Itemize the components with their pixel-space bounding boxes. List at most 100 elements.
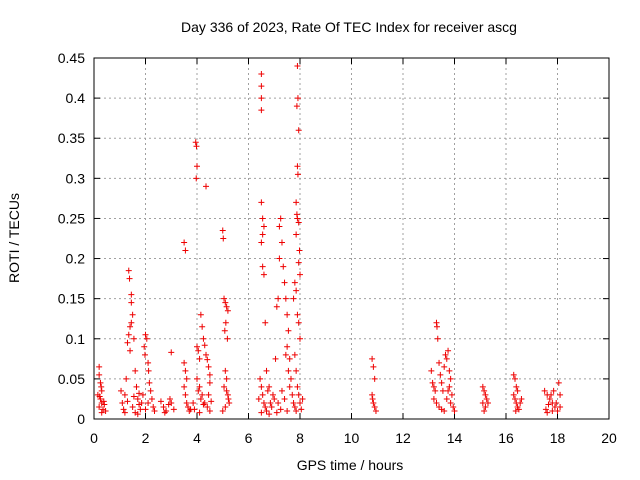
- data-point: [166, 395, 173, 402]
- data-point: [129, 403, 136, 410]
- data-point: [290, 295, 297, 302]
- data-point: [205, 391, 212, 398]
- data-point: [102, 407, 109, 414]
- data-point: [290, 399, 297, 406]
- data-point: [195, 347, 202, 354]
- data-point: [224, 307, 231, 314]
- data-point: [295, 219, 302, 226]
- data-point: [141, 351, 148, 358]
- data-point: [192, 139, 199, 146]
- data-point: [445, 347, 452, 354]
- data-point: [151, 407, 158, 414]
- data-point: [200, 335, 207, 342]
- data-point: [128, 319, 135, 326]
- data-point: [542, 406, 549, 413]
- data-point: [481, 407, 488, 414]
- data-point: [451, 407, 458, 414]
- data-point: [142, 406, 149, 413]
- chart-title: Day 336 of 2023, Rate Of TEC Index for r…: [181, 19, 517, 35]
- data-point: [483, 395, 490, 402]
- data-point: [263, 407, 270, 414]
- data-point: [275, 295, 282, 302]
- data-point: [549, 407, 556, 414]
- data-point: [258, 107, 265, 114]
- data-point: [201, 342, 208, 349]
- data-point: [281, 279, 288, 286]
- data-point: [284, 311, 291, 318]
- data-point: [259, 391, 266, 398]
- data-point: [224, 335, 231, 342]
- data-point: [129, 311, 136, 318]
- data-point: [557, 391, 564, 398]
- data-point: [118, 387, 125, 394]
- data-point: [259, 231, 266, 238]
- data-point: [479, 383, 486, 390]
- data-point: [484, 399, 491, 406]
- data-point: [148, 395, 155, 402]
- y-tick-label: 0.35: [58, 130, 85, 146]
- data-point: [160, 403, 167, 410]
- data-point: [512, 395, 519, 402]
- data-point: [266, 411, 273, 418]
- data-point: [203, 183, 210, 190]
- data-point: [258, 71, 265, 78]
- data-point: [262, 319, 269, 326]
- data-point: [512, 375, 519, 382]
- data-point: [98, 383, 105, 390]
- data-point: [291, 279, 298, 286]
- data-point: [128, 291, 135, 298]
- data-point: [196, 409, 203, 416]
- data-point: [263, 367, 270, 374]
- y-tick-label: 0.45: [58, 50, 85, 66]
- data-point: [193, 143, 200, 150]
- data-point: [515, 406, 522, 413]
- data-point: [182, 247, 189, 254]
- data-point: [222, 403, 229, 410]
- data-point: [436, 359, 443, 366]
- data-point: [97, 379, 104, 386]
- data-point: [142, 331, 149, 338]
- data-point: [143, 335, 150, 342]
- data-point: [446, 383, 453, 390]
- data-point: [430, 383, 437, 390]
- data-point: [100, 398, 107, 405]
- data-point: [372, 407, 379, 414]
- x-tick-label: 20: [601, 430, 617, 446]
- data-point: [134, 411, 141, 418]
- x-tick-label: 8: [296, 430, 304, 446]
- data-point: [273, 409, 280, 416]
- x-tick-label: 2: [142, 430, 150, 446]
- grid-lines: [94, 58, 609, 419]
- data-point: [258, 409, 265, 416]
- data-point: [200, 401, 207, 408]
- data-point: [208, 398, 215, 405]
- data-point: [432, 387, 439, 394]
- data-point: [197, 395, 204, 402]
- data-point: [221, 327, 228, 334]
- y-tick-label: 0.1: [66, 331, 86, 347]
- y-tick-label: 0: [77, 411, 85, 427]
- x-tick-label: 10: [344, 430, 360, 446]
- data-point: [514, 387, 521, 394]
- data-point: [141, 343, 148, 350]
- data-point: [510, 371, 517, 378]
- data-point: [181, 359, 188, 366]
- data-point: [282, 351, 289, 358]
- data-point: [550, 387, 557, 394]
- data-point: [443, 395, 450, 402]
- data-point: [226, 399, 233, 406]
- data-point: [134, 395, 141, 402]
- data-point: [203, 351, 210, 358]
- data-point: [127, 323, 134, 330]
- data-point: [482, 391, 489, 398]
- data-point: [510, 391, 517, 398]
- data-point: [255, 395, 262, 402]
- data-point: [293, 103, 300, 110]
- data-point: [289, 391, 296, 398]
- data-point: [183, 375, 190, 382]
- data-point: [170, 406, 177, 413]
- data-point: [428, 367, 435, 374]
- data-point: [194, 343, 200, 350]
- data-point: [262, 403, 269, 410]
- y-tick-label: 0.2: [66, 251, 86, 267]
